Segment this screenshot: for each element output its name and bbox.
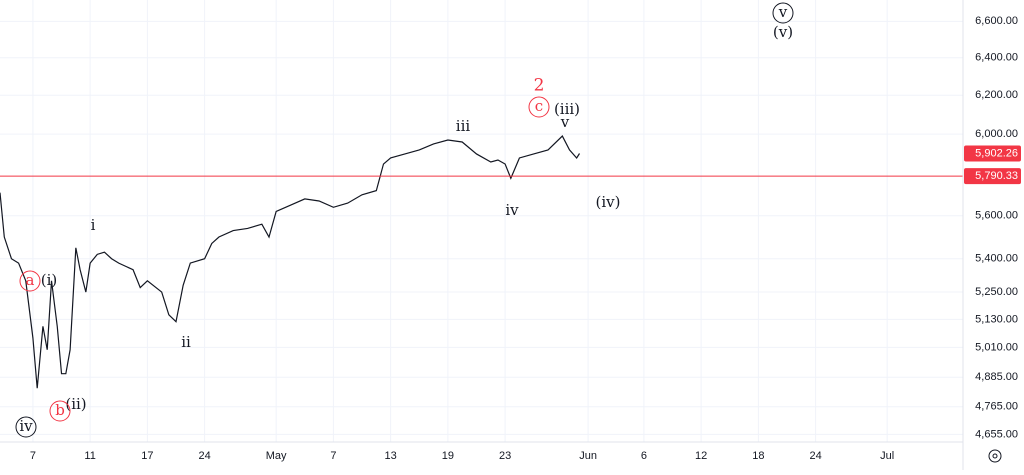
price-tag-label: 5,902.26 — [975, 147, 1018, 159]
grid — [0, 0, 963, 442]
annotation-circle — [19, 270, 41, 292]
x-tick-label: Jul — [880, 450, 894, 462]
annotation-circle — [528, 96, 550, 118]
y-tick-label: 5,250.00 — [975, 286, 1018, 298]
annotation-circle — [772, 2, 794, 24]
price-tag — [964, 145, 1021, 162]
x-tick-label: 7 — [330, 450, 336, 462]
y-tick-label: 5,130.00 — [975, 313, 1018, 325]
price-tag-label: 5,790.33 — [975, 170, 1018, 182]
plot — [0, 135, 963, 389]
x-tick-label: 12 — [695, 450, 707, 462]
y-tick-label: 5,600.00 — [975, 210, 1018, 222]
annotation: (iv) — [596, 193, 621, 211]
annotation: (i) — [41, 271, 58, 289]
annotation: iv — [19, 417, 33, 435]
settings-icon[interactable] — [992, 453, 998, 459]
annotation: (ii) — [65, 395, 86, 413]
x-tick-label: 7 — [30, 450, 36, 462]
y-tick-label: 6,400.00 — [975, 52, 1018, 64]
x-tick-label: 24 — [198, 450, 210, 462]
annotation: c — [535, 97, 543, 115]
annotation: 2 — [534, 76, 545, 96]
annotation-circle — [15, 416, 37, 438]
x-tick-label: 18 — [752, 450, 764, 462]
annotation: iii — [456, 117, 471, 135]
annotation: b — [55, 401, 65, 419]
x-tick-label: 24 — [809, 450, 821, 462]
annotation: (iii) — [554, 100, 580, 118]
y-tick-label: 6,600.00 — [975, 15, 1018, 27]
y-tick-label: 5,010.00 — [975, 341, 1018, 353]
annotation: v — [560, 113, 570, 131]
x-tick-label: Jun — [579, 450, 597, 462]
x-tick-label: May — [266, 450, 287, 462]
y-tick-label: 5,400.00 — [975, 253, 1018, 265]
annotation: iv — [505, 201, 519, 219]
price-line — [0, 135, 581, 389]
annotation: ii — [181, 333, 191, 351]
annotation: v — [778, 3, 788, 21]
annotation-circle — [49, 400, 71, 422]
y-tick-label: 6,200.00 — [975, 89, 1018, 101]
x-tick-label: 17 — [141, 450, 153, 462]
x-tick-label: 23 — [499, 450, 511, 462]
annotation: a — [26, 271, 35, 289]
x-tick-label: 11 — [84, 450, 95, 462]
annotation: (v) — [773, 23, 793, 41]
y-tick-label: 4,655.00 — [975, 428, 1018, 440]
y-tick-label: 4,765.00 — [975, 401, 1018, 413]
settings-icon[interactable] — [988, 449, 1002, 463]
price-tag — [964, 168, 1021, 185]
y-tick-label: 4,885.00 — [975, 371, 1018, 383]
y-tick-label: 6,000.00 — [975, 128, 1018, 140]
x-tick-label: 13 — [385, 450, 397, 462]
settings-button[interactable] — [988, 449, 1002, 463]
annotations: i ii iii iv v (i) (ii) (iii) (iv) (v) a … — [15, 2, 794, 438]
annotation: i — [91, 216, 96, 234]
x-tick-label: 19 — [442, 450, 454, 462]
x-tick-label: 6 — [641, 450, 647, 462]
